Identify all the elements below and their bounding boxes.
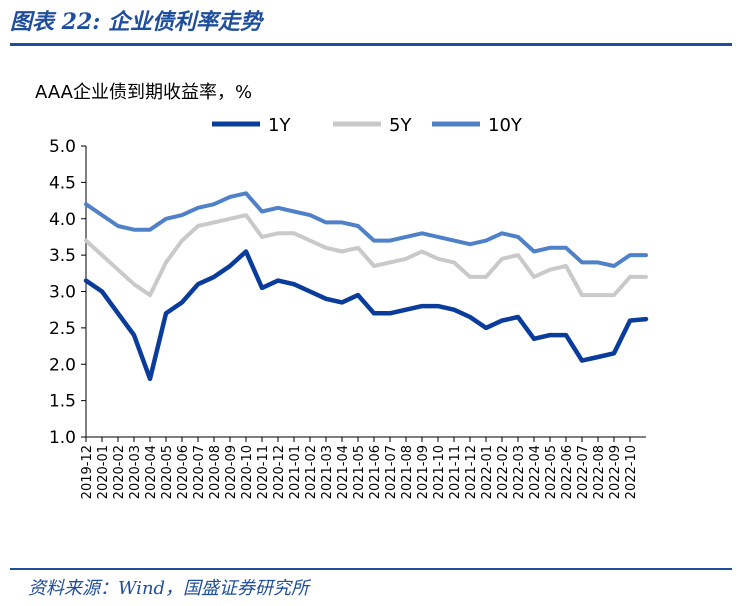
legend-label-1y: 1Y [268,115,291,136]
x-tick-label: 2022-03 [512,445,527,499]
x-tick-label: 2022-07 [576,445,591,499]
x-tick-label: 2021-11 [448,445,463,499]
y-tick-label: 1.5 [49,392,76,412]
source-note: 资料来源：Wind，国盛证券研究所 [28,578,310,599]
series-line-5y [84,213,648,298]
x-tick-label: 2021-03 [320,445,335,499]
x-tick-label: 2020-10 [240,445,255,499]
legend-label-10y: 10Y [488,115,523,136]
x-tick-label: 2020-01 [96,445,111,499]
title-rule [10,43,732,46]
legend-label-5y: 5Y [389,115,412,136]
x-tick-label: 2021-07 [384,445,399,499]
x-tick-label: 2020-11 [256,445,271,499]
x-tick-label: 2021-06 [368,445,383,499]
y-tick-label: 4.5 [49,173,76,193]
x-tick-label: 2022-05 [544,445,559,499]
x-tick-label: 2021-05 [352,445,367,499]
legend: 1Y 5Y 10Y [212,115,523,136]
y-tick-label: 2.5 [49,319,76,339]
x-tick-label: 2021-01 [288,445,303,499]
y-tick-label: 3.0 [49,283,76,303]
x-tick-label: 2020-04 [144,445,159,499]
figure-title: 图表 22: 企业债利率走势 [10,9,263,35]
series-line-10y [84,191,648,268]
x-tick-label: 2020-09 [224,445,239,499]
x-tick-label: 2020-03 [128,445,143,499]
chart-title: AAA企业债到期收益率，% [35,82,252,103]
x-tick-label: 2020-02 [112,445,127,499]
x-tick-label: 2022-04 [528,445,543,499]
x-tick-label: 2021-08 [400,445,415,499]
x-tick-label: 2020-05 [160,445,175,499]
source-rule [10,568,732,570]
x-tick-label: 2021-09 [416,445,431,499]
x-tick-label: 2022-08 [592,445,607,499]
x-tick-label: 2019-12 [80,445,95,499]
x-tick-label: 2021-04 [336,445,351,499]
x-tick-label: 2022-06 [560,445,575,499]
series-line-1y [83,249,649,382]
y-tick-label: 5.0 [49,137,76,157]
x-tick-label: 2022-01 [480,445,495,499]
y-tick-label: 1.0 [49,428,76,448]
x-tick-label: 2020-06 [176,445,191,499]
x-tick-label: 2022-10 [624,445,639,499]
y-axis: 1.0 1.5 2.0 2.5 3.0 3.5 4.0 4.5 5.0 [49,137,87,448]
series-lines [83,191,649,382]
x-tick-label: 2021-12 [464,445,479,499]
x-axis: 2019-12 2020-01 2020-02 2020-03 2020-04 2020-… [80,436,646,499]
y-tick-label: 2.0 [49,355,76,375]
x-tick-label: 2022-09 [608,445,623,499]
x-tick-label: 2020-08 [208,445,223,499]
x-tick-label: 2022-02 [496,445,511,499]
yield-line-chart: AAA企业债到期收益率，% 1Y 5Y 10Y 1.0 1.5 2.0 2.5 3.0 3.5… [35,82,649,499]
x-tick-label: 2020-07 [192,445,207,499]
y-tick-label: 4.0 [49,210,76,230]
y-tick-label: 3.5 [49,246,76,266]
x-tick-label: 2021-10 [432,445,447,499]
x-tick-label: 2020-12 [272,445,287,499]
x-tick-label: 2021-02 [304,445,319,499]
